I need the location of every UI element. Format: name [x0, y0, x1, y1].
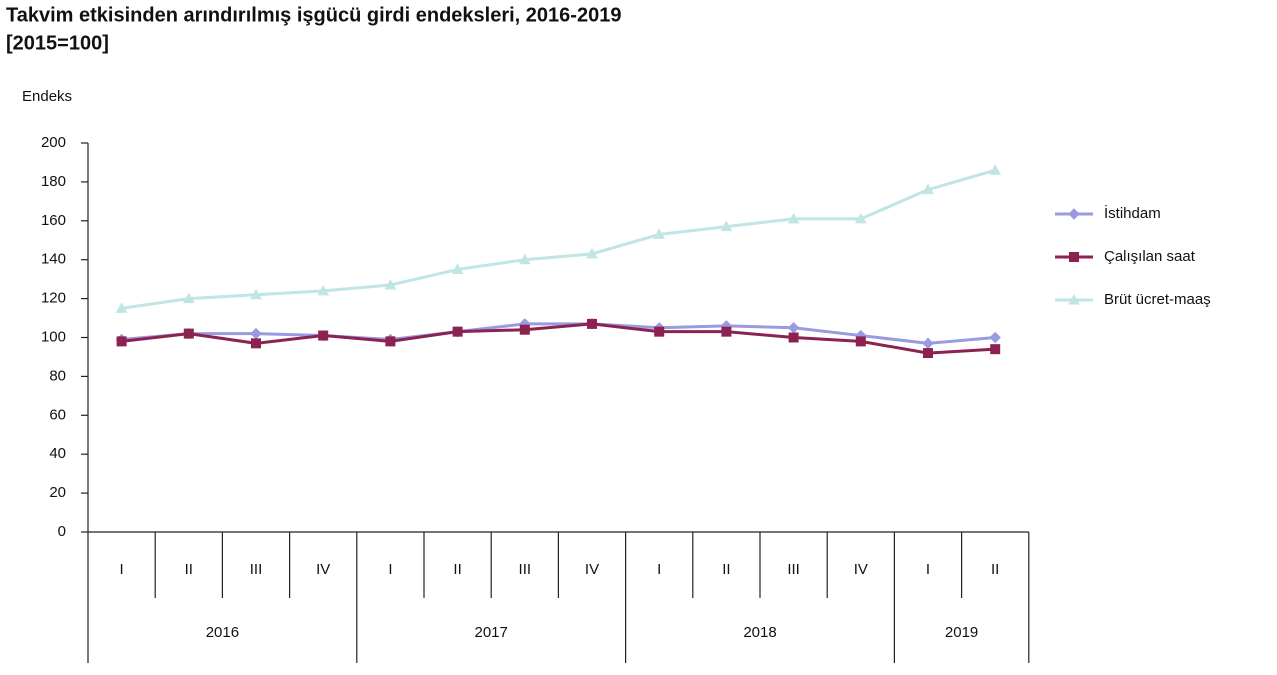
marker — [721, 326, 732, 337]
y-tick-label: 60 — [49, 406, 66, 423]
marker — [318, 330, 329, 341]
x-tick-label: III — [787, 561, 800, 578]
x-tick-label: I — [926, 561, 930, 578]
x-tick-label: II — [991, 561, 999, 578]
marker — [183, 328, 194, 339]
legend-label: İstihdam — [1104, 204, 1161, 222]
marker — [251, 338, 261, 349]
y-axis-label: Endeks — [22, 88, 72, 105]
marker — [854, 212, 867, 224]
marker — [653, 228, 666, 239]
marker — [586, 247, 598, 259]
marker — [922, 183, 934, 195]
marker — [654, 326, 665, 337]
x-tick-label: III — [519, 561, 532, 578]
marker — [787, 212, 800, 224]
marker — [385, 336, 396, 347]
marker — [250, 288, 262, 300]
y-tick-label: 180 — [41, 173, 66, 190]
marker — [989, 331, 1001, 344]
y-tick-label: 140 — [41, 251, 66, 268]
marker — [384, 278, 397, 290]
marker — [788, 332, 799, 343]
marker — [787, 322, 800, 334]
x-tick-label: IV — [316, 561, 330, 578]
legend-marker — [1068, 208, 1080, 220]
chart-title: Takvim etkisinden arındırılmış işgücü gi… — [6, 4, 621, 26]
y-tick-label: 160 — [41, 212, 66, 229]
marker — [855, 336, 866, 347]
y-tick-label: 200 — [41, 134, 66, 151]
marker — [990, 344, 1001, 355]
y-tick-label: 100 — [41, 328, 66, 345]
y-tick-label: 0 — [58, 523, 66, 540]
marker — [115, 302, 128, 313]
marker — [182, 292, 195, 304]
marker — [518, 253, 531, 265]
marker — [452, 326, 463, 337]
x-tick-label: I — [657, 561, 661, 578]
legend-marker — [1068, 293, 1080, 305]
x-tick-label: IV — [585, 561, 599, 578]
year-label: 2019 — [945, 624, 978, 641]
marker — [587, 318, 597, 329]
marker — [250, 327, 262, 340]
y-tick-label: 20 — [49, 484, 66, 501]
y-tick-label: 40 — [49, 445, 66, 462]
series-line — [121, 322, 996, 355]
marker — [317, 284, 330, 296]
marker — [922, 337, 934, 350]
y-tick-label: 120 — [41, 290, 66, 307]
marker — [116, 336, 127, 347]
x-tick-label: II — [185, 561, 193, 578]
x-tick-label: III — [250, 561, 263, 578]
year-label: 2017 — [475, 624, 508, 641]
marker — [989, 164, 1002, 175]
x-tick-label: I — [120, 561, 124, 578]
year-label: 2016 — [206, 624, 239, 641]
marker — [451, 263, 464, 274]
x-tick-label: I — [388, 561, 392, 578]
marker — [923, 348, 933, 359]
year-label: 2018 — [743, 624, 776, 641]
legend-marker — [1069, 252, 1079, 262]
x-tick-label: II — [722, 561, 730, 578]
x-tick-label: II — [453, 561, 461, 578]
series-line — [121, 168, 996, 310]
marker — [519, 324, 530, 335]
x-tick-label: IV — [854, 561, 868, 578]
y-tick-label: 80 — [49, 367, 66, 384]
series-line — [121, 322, 996, 345]
legend-label: Brüt ücret-maaş — [1104, 291, 1211, 308]
chart-subtitle: [2015=100] — [6, 32, 109, 54]
marker — [720, 220, 733, 232]
legend-label: Çalışılan saat — [1104, 248, 1196, 265]
